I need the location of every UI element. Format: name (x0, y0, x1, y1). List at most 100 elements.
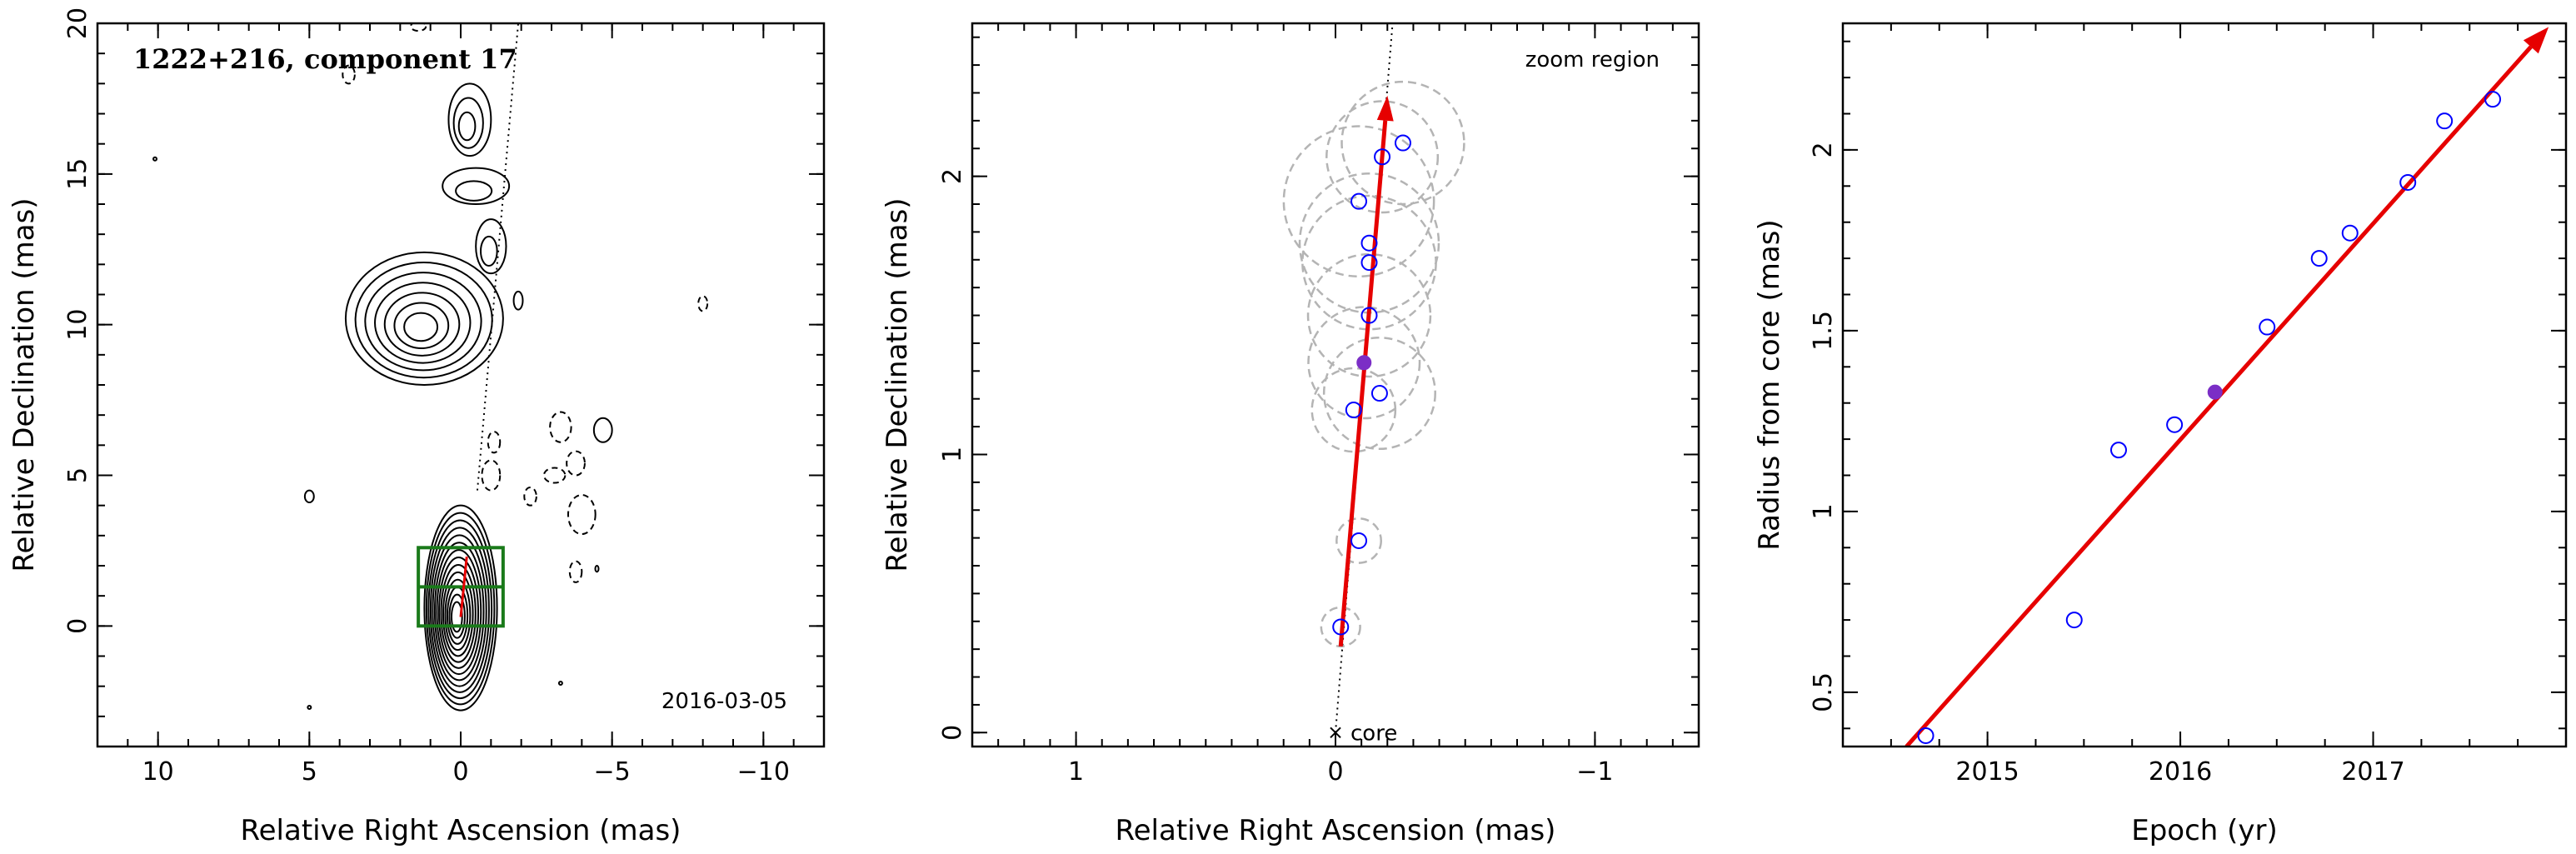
contour-level (427, 519, 493, 700)
contour-level (594, 565, 600, 573)
negative-contour (542, 467, 567, 484)
contour-map-y-axis-label: Relative Declination (mas) (7, 197, 41, 572)
component-position-point (1350, 192, 1368, 210)
x-tick-label: 2015 (1955, 757, 2019, 787)
radius-point (2399, 173, 2417, 191)
y-tick-label: 0.5 (1809, 672, 1838, 712)
radius-point (2341, 224, 2359, 242)
x-tick-label: 1 (1068, 757, 1084, 787)
contour-level (436, 549, 482, 676)
component-positions (1332, 134, 1411, 636)
y-tick-label: 1.5 (1809, 311, 1838, 351)
contour-level (432, 534, 487, 687)
negative-contour (566, 450, 586, 477)
component-size-circle (1320, 606, 1361, 648)
component-position-point (1394, 134, 1411, 152)
radius-point (2109, 442, 2127, 459)
core-label: core (1350, 721, 1397, 746)
y-tick-label: 15 (63, 158, 92, 190)
contour-level (152, 156, 158, 162)
contour-level (374, 282, 472, 364)
component-size-circle (1307, 306, 1421, 420)
x-tick-label: 10 (142, 757, 174, 787)
component-size-circle (1335, 517, 1382, 564)
radius-point (1917, 727, 1934, 744)
negative-contour (568, 560, 583, 583)
zoom-region-x-axis-label: Relative Right Ascension (mas) (1116, 814, 1556, 847)
component-size-circle (1310, 367, 1397, 453)
plot-frame (1841, 22, 2568, 748)
y-tick-label: 10 (63, 309, 92, 341)
x-tick-label: −10 (737, 757, 790, 787)
negative-contour (487, 431, 502, 454)
contour-level (433, 542, 485, 682)
contour-level (440, 563, 477, 663)
negative-contour (523, 486, 537, 507)
motion-arrow-head (1376, 95, 1394, 122)
negative-contour (342, 64, 356, 85)
y-tick-label: 2 (938, 168, 967, 184)
contour-level (307, 704, 312, 710)
contour-level (442, 571, 474, 657)
zoom-region-annotation: zoom region (1525, 47, 1660, 72)
contour-level (512, 290, 524, 311)
contour-level (383, 292, 461, 357)
radius-point (2436, 112, 2454, 130)
zoom-region-axes: 1 0 −1 0 1 2 (938, 22, 1700, 787)
contour-level (447, 82, 492, 157)
contour-level (393, 302, 450, 350)
contour-level (592, 417, 613, 443)
component-position-point (1360, 254, 1378, 272)
component-size-circle (1340, 80, 1465, 206)
x-tick-label: 2016 (2149, 757, 2212, 787)
component-position-point (1360, 234, 1378, 252)
contour-map-x-axis-label: Relative Right Ascension (mas) (241, 814, 681, 847)
radius-axes: 2015 2016 2017 0.5 1 1.5 2 (1809, 22, 2568, 787)
component-size-circle (1322, 336, 1436, 451)
x-tick-label: 5 (302, 757, 317, 787)
y-tick-label: 1 (938, 447, 967, 462)
radius-point (2065, 612, 2083, 629)
component-position-point (1345, 402, 1362, 419)
y-tick-label: 20 (63, 7, 92, 39)
contour-map-panel: 10 5 0 −5 −10 0 5 10 15 20 1222+216, component 17… (7, 7, 826, 847)
contour-level (442, 167, 511, 206)
contour-map-axes: 10 5 0 −5 −10 0 5 10 15 20 (63, 7, 826, 787)
contour-level (448, 593, 466, 639)
contour-level (480, 235, 498, 267)
component-position-point (1360, 307, 1378, 324)
contour-level (403, 312, 439, 342)
contour-level (344, 251, 504, 386)
plot-frame (96, 22, 826, 748)
component-position-point (1332, 618, 1350, 636)
radius-x-axis-label: Epoch (yr) (2131, 814, 2278, 847)
component-size-circle (1325, 100, 1440, 214)
contour-map-plot-area (152, 23, 709, 712)
zoom-region-plot-area (1282, 23, 1465, 739)
radius-plot-area (1905, 27, 2549, 747)
negative-contour (481, 459, 502, 492)
component-size-circles (1282, 80, 1465, 648)
negative-contour (567, 494, 597, 536)
motion-arrow (1338, 120, 1388, 647)
zoom-region-panel: 1 0 −1 0 1 2 zoom region core Relative Right … (881, 22, 1700, 847)
plot-frame (971, 22, 1700, 748)
contour-level (455, 180, 493, 202)
contour-level (425, 512, 496, 706)
y-tick-label: 0 (938, 725, 967, 741)
contour-level (423, 504, 498, 712)
y-tick-label: 2 (1809, 142, 1838, 157)
x-tick-label: 2017 (2341, 757, 2404, 787)
current-epoch-point (1356, 355, 1372, 371)
component-position-point (1350, 532, 1368, 549)
contour-level (452, 97, 484, 149)
radius-points (1917, 91, 2502, 744)
y-tick-label: 1 (1809, 503, 1838, 519)
contour-level (364, 272, 482, 372)
component-position-point (1374, 148, 1391, 166)
jet-axis-line (476, 23, 520, 491)
contour-level (354, 261, 493, 379)
observation-date: 2016-03-05 (661, 689, 787, 714)
component-position-point (1370, 385, 1388, 402)
